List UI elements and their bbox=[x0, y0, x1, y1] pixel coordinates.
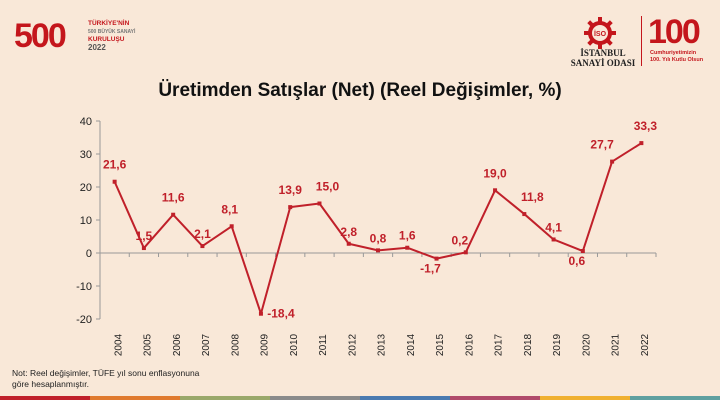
bottom-bar-segment bbox=[270, 396, 360, 400]
iso-name: İSTANBUL SANAYİ ODASI bbox=[568, 48, 638, 68]
data-label: -1,7 bbox=[420, 262, 441, 276]
logo-500-line3: KURULUŞU bbox=[88, 36, 125, 43]
bottom-bar-segment bbox=[360, 396, 450, 400]
data-label: 19,0 bbox=[483, 166, 507, 180]
y-tick-label: -20 bbox=[76, 314, 92, 326]
footnote: Not: Reel değişimler, TÜFE yıl sonu enfl… bbox=[12, 368, 200, 389]
data-label: 0,6 bbox=[568, 254, 585, 268]
x-tick-label: 2017 bbox=[494, 333, 505, 356]
bottom-bar-segment bbox=[180, 396, 270, 400]
data-label: 1,5 bbox=[136, 229, 153, 243]
data-label: 0,8 bbox=[370, 231, 387, 245]
data-label: 21,6 bbox=[103, 158, 127, 172]
logo-500-line1: TÜRKİYE'NİN bbox=[88, 20, 130, 27]
data-label: -18,4 bbox=[267, 307, 295, 321]
data-point bbox=[317, 201, 322, 206]
cumhuriyet-100-logo: 100 Cumhuriyetimizin 100. Yılı Kutlu Ols… bbox=[648, 14, 712, 68]
iso-name-line1: İSTANBUL bbox=[580, 48, 626, 58]
bottom-bar-segment bbox=[540, 396, 630, 400]
data-point bbox=[112, 179, 117, 184]
logo-500-number: 500 bbox=[14, 17, 67, 55]
data-point bbox=[434, 256, 439, 261]
data-point bbox=[493, 188, 498, 193]
iso-name-line2: SANAYİ ODASI bbox=[570, 58, 636, 68]
data-label: 8,1 bbox=[221, 202, 238, 216]
logo-100-text: Cumhuriyetimizin 100. Yılı Kutlu Olsun bbox=[650, 50, 714, 63]
data-point bbox=[288, 205, 293, 210]
x-tick-label: 2014 bbox=[406, 333, 417, 356]
x-tick-label: 2019 bbox=[552, 333, 563, 356]
data-point bbox=[463, 250, 468, 255]
data-point bbox=[610, 159, 615, 164]
x-tick-label: 2008 bbox=[230, 333, 241, 356]
logo-500-line2: 500 BÜYÜK SANAYİ bbox=[88, 29, 136, 35]
data-point bbox=[551, 237, 556, 242]
data-point bbox=[376, 248, 380, 253]
y-tick-label: 40 bbox=[80, 116, 92, 128]
y-tick-label: 30 bbox=[80, 149, 92, 161]
data-label: 27,7 bbox=[590, 138, 614, 152]
bottom-bar-segment bbox=[0, 396, 90, 400]
data-point bbox=[580, 249, 585, 254]
data-label: 0,2 bbox=[451, 233, 468, 247]
x-tick-label: 2016 bbox=[464, 333, 475, 356]
x-tick-label: 2015 bbox=[435, 333, 446, 356]
x-tick-label: 2021 bbox=[611, 333, 622, 356]
y-tick-label: 20 bbox=[80, 182, 92, 194]
x-tick-label: 2009 bbox=[260, 333, 271, 356]
logo-100-line2: 100. Yılı Kutlu Olsun bbox=[650, 56, 704, 63]
header: 500 TÜRKİYE'NİN 500 BÜYÜK SANAYİ KURULUŞ… bbox=[0, 0, 720, 70]
logo-100-line1: Cumhuriyetimizin bbox=[650, 50, 697, 56]
x-tick-label: 2020 bbox=[581, 333, 592, 356]
x-tick-label: 2004 bbox=[113, 333, 124, 356]
data-label: 11,6 bbox=[162, 191, 185, 205]
bottom-bar-segment bbox=[630, 396, 720, 400]
logo-100-number: 100 bbox=[648, 13, 701, 51]
y-tick-label: 10 bbox=[80, 215, 92, 227]
x-tick-label: 2010 bbox=[289, 333, 300, 356]
logo-divider bbox=[641, 16, 642, 66]
data-label: 1,6 bbox=[399, 229, 416, 243]
data-label: 11,8 bbox=[521, 190, 544, 204]
x-tick-label: 2007 bbox=[201, 333, 212, 356]
data-label: 13,9 bbox=[279, 183, 303, 197]
turkiye-500-logo: 500 TÜRKİYE'NİN 500 BÜYÜK SANAYİ KURULUŞ… bbox=[14, 14, 144, 58]
bottom-color-bar bbox=[0, 396, 720, 400]
data-point bbox=[258, 311, 263, 316]
y-tick-label: -10 bbox=[76, 281, 92, 293]
data-point bbox=[639, 141, 644, 146]
iso-gear-logo-icon: İSO bbox=[584, 17, 616, 49]
y-tick-label: 0 bbox=[86, 248, 92, 260]
logo-500-text: TÜRKİYE'NİN 500 BÜYÜK SANAYİ KURULUŞU 20… bbox=[88, 20, 158, 52]
data-point bbox=[229, 224, 234, 229]
data-label: 2,8 bbox=[340, 225, 357, 239]
data-point bbox=[346, 241, 351, 246]
x-tick-label: 2013 bbox=[377, 333, 388, 356]
data-label: 4,1 bbox=[545, 220, 562, 234]
data-label: 33,3 bbox=[634, 119, 658, 133]
data-point bbox=[171, 212, 176, 217]
data-label: 15,0 bbox=[316, 180, 340, 194]
bottom-bar-segment bbox=[450, 396, 540, 400]
data-point bbox=[141, 246, 146, 251]
x-tick-label: 2018 bbox=[523, 333, 534, 356]
data-point bbox=[200, 244, 205, 249]
logo-500-year: 2022 bbox=[88, 43, 106, 52]
x-tick-label: 2011 bbox=[318, 334, 329, 356]
data-label: 2,1 bbox=[194, 227, 211, 241]
data-point bbox=[522, 212, 527, 217]
x-tick-label: 2012 bbox=[347, 333, 358, 356]
x-tick-label: 2022 bbox=[640, 333, 651, 356]
data-point bbox=[405, 245, 410, 250]
bottom-bar-segment bbox=[90, 396, 180, 400]
x-tick-label: 2005 bbox=[143, 333, 154, 356]
x-tick-label: 2006 bbox=[172, 333, 183, 356]
iso-badge-text: İSO bbox=[594, 30, 607, 38]
chart-title: Üretimden Satışlar (Net) (Reel Değişimle… bbox=[158, 80, 562, 101]
